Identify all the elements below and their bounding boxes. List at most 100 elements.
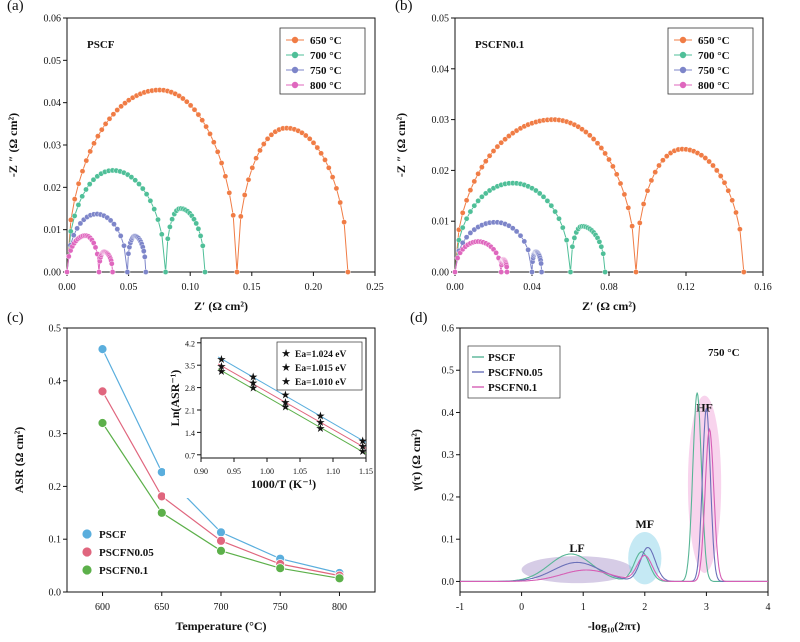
data-point xyxy=(525,246,531,253)
data-point xyxy=(193,220,199,227)
x-tick-label: 2 xyxy=(642,602,647,613)
data-point xyxy=(125,250,132,257)
data-point xyxy=(140,248,147,254)
data-point xyxy=(463,197,470,204)
data-point xyxy=(66,253,72,260)
data-point xyxy=(556,215,562,222)
data-point xyxy=(167,224,173,230)
data-point xyxy=(621,191,628,198)
data-point xyxy=(249,164,256,171)
y-tick-label: 3.5 xyxy=(185,362,195,371)
data-point xyxy=(210,139,217,145)
legend-label: Ea=1.015 eV xyxy=(295,364,346,374)
legend-marker xyxy=(291,51,299,59)
x-tick-label: 0.00 xyxy=(446,282,464,293)
legend-marker: ★ xyxy=(281,376,291,388)
data-point xyxy=(199,242,206,249)
data-point xyxy=(195,225,202,232)
data-point xyxy=(459,209,466,216)
data-point: ★ xyxy=(316,411,326,423)
data-point xyxy=(216,545,226,556)
y-tick-label: 0.0 xyxy=(49,588,62,599)
region-label: HF xyxy=(696,401,713,415)
series-PSCF xyxy=(460,392,768,582)
data-point xyxy=(257,147,263,154)
x-tick-label: 1.10 xyxy=(326,467,340,476)
sample-label: PSCFN0.1 xyxy=(475,39,524,51)
region-label: MF xyxy=(635,517,654,531)
data-point xyxy=(90,176,97,183)
data-point xyxy=(218,160,225,166)
panel-label: (c) xyxy=(7,310,24,326)
data-point xyxy=(337,199,344,206)
x-tick-label: 0.16 xyxy=(754,282,772,293)
data-point xyxy=(199,117,205,123)
legend-marker xyxy=(291,36,299,44)
data-point xyxy=(533,187,539,194)
data-point xyxy=(587,132,593,139)
legend-marker xyxy=(81,528,93,540)
data-point xyxy=(454,255,461,261)
y-tick-label: 1.4 xyxy=(185,429,195,438)
x-tick-label: 0.20 xyxy=(305,282,323,293)
data-point xyxy=(64,269,70,275)
data-point xyxy=(75,202,82,208)
series-800C xyxy=(64,232,116,275)
data-point xyxy=(521,238,528,245)
inset-series: ★★★★★ xyxy=(217,354,368,448)
data-point xyxy=(467,187,474,193)
data-point xyxy=(509,225,516,231)
data-point xyxy=(299,129,305,136)
data-point xyxy=(111,221,117,227)
data-point xyxy=(114,226,121,232)
region-label: LF xyxy=(569,541,584,555)
data-point xyxy=(341,219,347,225)
y-tick-label: 0.5 xyxy=(442,366,455,377)
y-tick-label: 0.1 xyxy=(49,535,62,546)
y-tick-label: 0.01 xyxy=(44,225,62,236)
data-point xyxy=(71,213,78,219)
inset-series: ★★★★★ xyxy=(217,366,368,458)
panel-d: -1 0 1 2 3 4 0.0 0.1 0.2 0.3 0.4 0.5 0.6 -log₁₀(2πτ) γ… xyxy=(409,310,771,633)
data-point xyxy=(569,243,576,250)
sample-label: PSCF xyxy=(87,39,115,51)
data-point: ★ xyxy=(217,366,227,378)
data-point xyxy=(268,131,275,138)
data-point xyxy=(452,269,458,275)
x-axis-label: Z′ (Ω cm²) xyxy=(582,299,636,313)
panel-a: 0.00 0.05 0.10 0.15 0.20 0.25 0.00 0.01 0.02 0.03… xyxy=(6,0,384,313)
data-point xyxy=(482,158,489,164)
data-point xyxy=(610,163,616,170)
legend-label: PSCF xyxy=(99,529,127,541)
data-point xyxy=(625,204,632,211)
data-point xyxy=(479,193,485,200)
data-point xyxy=(216,535,226,546)
x-axis-label: -log₁₀(2πτ) xyxy=(588,619,641,633)
data-point xyxy=(121,242,127,249)
data-point xyxy=(245,176,252,183)
data-point: ★ xyxy=(248,377,258,389)
y-tick-label: 0.03 xyxy=(432,115,450,126)
legend-label: PSCF xyxy=(488,352,516,364)
legend-marker: ★ xyxy=(281,348,291,360)
data-point xyxy=(598,145,605,151)
series-PSCFN0.1 xyxy=(460,427,768,582)
fit-line xyxy=(217,363,367,449)
data-point: ★ xyxy=(248,382,258,394)
data-point xyxy=(162,269,169,275)
data-point xyxy=(548,202,555,209)
y-axis-label: Ln(ASR⁻¹) xyxy=(168,370,182,427)
x-tick-label: 0 xyxy=(519,602,524,613)
data-point xyxy=(132,177,138,183)
data-point xyxy=(253,155,259,161)
x-tick-label: 0.90 xyxy=(194,467,208,476)
data-point xyxy=(504,269,510,275)
data-point: ★ xyxy=(316,417,326,429)
y-tick-label: 0.4 xyxy=(442,408,455,419)
x-tick-label: 1.05 xyxy=(293,467,307,476)
x-tick-label: 1 xyxy=(581,602,586,613)
data-point xyxy=(536,190,543,197)
y-tick-label: 0.6 xyxy=(442,324,455,335)
y-axis-label: γ(τ) (Ω cm²) xyxy=(409,429,423,492)
legend-marker xyxy=(81,546,93,558)
